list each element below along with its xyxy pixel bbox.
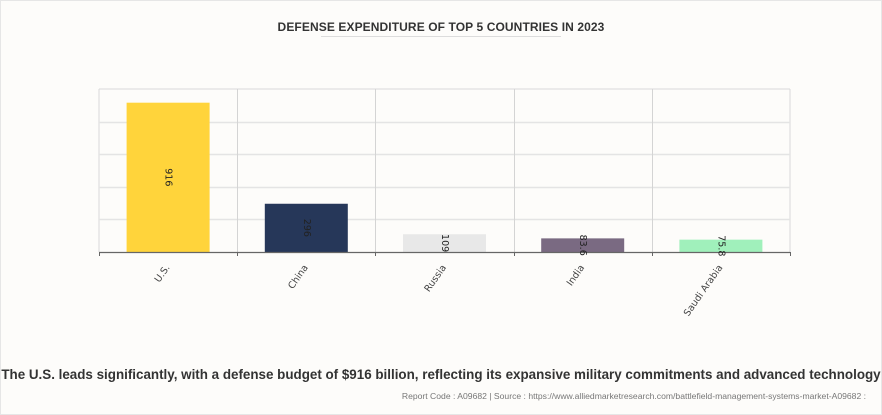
x-tick-label: U.S. (153, 263, 173, 285)
data-label: 296 (301, 219, 312, 237)
bar-u-s- (126, 102, 210, 252)
x-tick-label: India (565, 263, 587, 288)
bar-russia (403, 234, 486, 252)
data-label: 75.8 (715, 235, 726, 256)
title-underline (321, 36, 561, 37)
data-label: 83.6 (577, 235, 588, 256)
data-label: 916 (163, 168, 174, 186)
bars-layer (126, 102, 763, 252)
data-label: 109 (439, 234, 450, 252)
bar-saudi-arabia (679, 239, 763, 252)
labels-layer: 916 296 109 83.6 75.8 U.S. China Russia India Sau… (153, 168, 727, 318)
x-tick-label: Saudi Arabia (682, 263, 726, 319)
x-tick-label: Russia (422, 263, 449, 294)
chart-title: DEFENSE EXPENDITURE OF TOP 5 COUNTRIES I… (277, 20, 605, 34)
axis-layer (99, 251, 791, 256)
bar-india (541, 238, 625, 252)
x-tick-label: China (286, 263, 311, 292)
bar-china (264, 203, 348, 252)
chart-caption: The U.S. leads significantly, with a def… (1, 367, 881, 382)
source-line: Report Code : A09682 | Source : https://… (401, 391, 866, 401)
grid-layer (98, 88, 791, 252)
